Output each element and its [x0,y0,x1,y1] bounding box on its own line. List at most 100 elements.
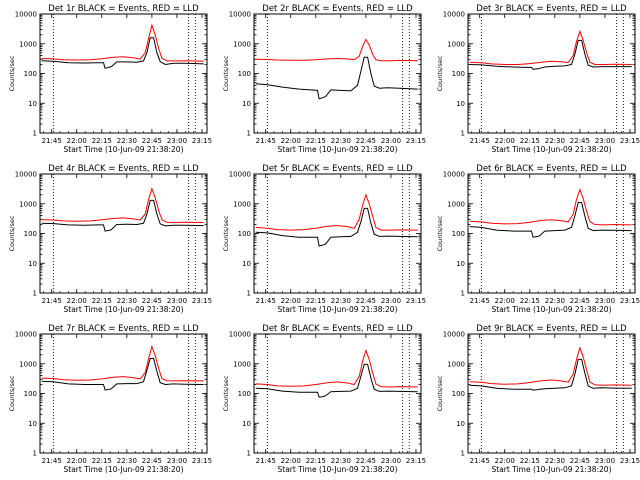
x-tick-label: 21:45 [256,137,276,145]
y-tick-label: 10000 [443,11,465,19]
x-tick-label: 22:00 [67,137,87,145]
series-events-line [41,358,204,391]
x-tick-label: 23:15 [406,457,426,465]
x-tick-label: 23:15 [620,457,640,465]
x-tick-label: 22:45 [142,137,162,145]
y-tick-label: 10000 [229,11,251,19]
x-tick-label: 21:45 [470,297,490,305]
x-tick-label: 22:45 [570,457,590,465]
plot-frame [467,333,636,454]
x-tick-label: 22:00 [281,457,301,465]
x-tick-label: 22:15 [92,457,112,465]
x-tick-label: 22:15 [306,457,326,465]
series-events-line [255,56,418,100]
x-axis-label: Start Time (10-Jun-09 21:38:20) [492,465,612,474]
panel-det-8: Det 8r BLACK = Events, RED = LLD 1 10 100 10… [222,324,426,474]
y-axis-label: Counts/sec [436,375,444,411]
x-tick-label: 23:15 [620,137,640,145]
y-tick-label: 1000 [447,360,465,368]
x-tick-label: 21:45 [470,457,490,465]
x-tick-label: 23:00 [381,297,401,305]
y-tick-label: 10 [456,420,465,428]
series-lld-line [469,346,632,386]
x-tick-label: 23:00 [595,297,615,305]
y-tick-label: 10 [456,100,465,108]
x-tick-label: 22:30 [331,457,351,465]
y-axis-label: Counts/sec [8,375,16,411]
y-tick-label: 1000 [447,40,465,48]
panel-det-9: Det 9r BLACK = Events, RED = LLD 1 10 100 10… [436,324,640,474]
panel-det-7: Det 7r BLACK = Events, RED = LLD 1 10 100 10… [8,324,212,474]
x-tick-label: 22:30 [117,137,137,145]
x-tick-label: 22:00 [67,457,87,465]
plot-title: Det 5r BLACK = Events, RED = LLD [262,164,413,174]
x-tick-label: 22:45 [570,297,590,305]
y-tick-label: 100 [24,230,37,238]
x-tick-label: 22:45 [142,297,162,305]
x-axis-label: Start Time (10-Jun-09 21:38:20) [278,465,398,474]
plot-frame [39,173,208,294]
x-tick-label: 21:45 [42,457,62,465]
x-tick-label: 22:45 [356,457,376,465]
y-tick-label: 10000 [229,171,251,179]
y-tick-label: 1 [461,290,465,298]
y-tick-label: 100 [452,70,465,78]
plot-title: Det 2r BLACK = Events, RED = LLD [262,4,413,14]
x-tick-label: 23:15 [406,297,426,305]
series-lld-line [469,188,632,226]
x-tick-label: 23:00 [167,297,187,305]
plot-title: Det 8r BLACK = Events, RED = LLD [262,324,413,334]
x-tick-label: 22:15 [520,137,540,145]
y-tick-label: 1 [33,130,37,138]
x-tick-label: 22:15 [92,137,112,145]
y-tick-label: 100 [238,230,251,238]
x-tick-label: 21:45 [42,297,62,305]
x-tick-label: 23:15 [192,297,212,305]
y-tick-label: 10 [28,260,37,268]
x-axis-label: Start Time (10-Jun-09 21:38:20) [492,305,612,314]
x-tick-label: 22:30 [331,297,351,305]
y-tick-label: 10000 [443,171,465,179]
x-tick-label: 22:30 [331,137,351,145]
plot-title: Det 4r BLACK = Events, RED = LLD [48,164,199,174]
y-tick-label: 100 [238,390,251,398]
x-tick-label: 22:30 [117,457,137,465]
series-lld-line [469,29,632,65]
y-tick-label: 1 [247,450,251,458]
x-tick-label: 22:00 [281,297,301,305]
x-tick-label: 23:15 [406,137,426,145]
y-tick-label: 10 [242,420,251,428]
y-axis-label: Counts/sec [436,215,444,251]
x-tick-label: 23:00 [595,457,615,465]
x-tick-label: 22:15 [92,297,112,305]
y-tick-label: 10000 [15,11,37,19]
x-tick-label: 23:15 [192,137,212,145]
y-tick-label: 10000 [229,331,251,339]
y-tick-label: 10000 [15,171,37,179]
y-tick-label: 1000 [233,200,251,208]
panel-det-3: Det 3r BLACK = Events, RED = LLD 1 10 100 10… [436,4,640,154]
y-tick-label: 10 [28,100,37,108]
x-axis-label: Start Time (10-Jun-09 21:38:20) [64,465,184,474]
x-axis-label: Start Time (10-Jun-09 21:38:20) [278,305,398,314]
panel-det-4: Det 4r BLACK = Events, RED = LLD 1 10 100 10… [8,164,212,314]
series-events-line [469,358,632,391]
x-tick-label: 22:00 [495,297,515,305]
plot-frame [39,13,208,134]
series-events-line [255,363,418,398]
y-tick-label: 100 [452,390,465,398]
series-lld-line [255,348,418,388]
y-axis-label: Counts/sec [222,375,230,411]
y-axis-label: Counts/sec [8,215,16,251]
x-tick-label: 22:45 [356,137,376,145]
y-tick-label: 1 [461,450,465,458]
x-tick-label: 22:30 [545,137,565,145]
x-tick-label: 23:15 [620,297,640,305]
x-tick-label: 22:00 [281,137,301,145]
x-tick-label: 22:30 [545,297,565,305]
plot-title: Det 3r BLACK = Events, RED = LLD [476,4,627,14]
series-lld-line [255,193,418,231]
plot-frame [253,173,422,294]
panel-det-1: Det 1r BLACK = Events, RED = LLD 1 10 100 10… [8,4,212,154]
x-tick-label: 21:45 [256,457,276,465]
